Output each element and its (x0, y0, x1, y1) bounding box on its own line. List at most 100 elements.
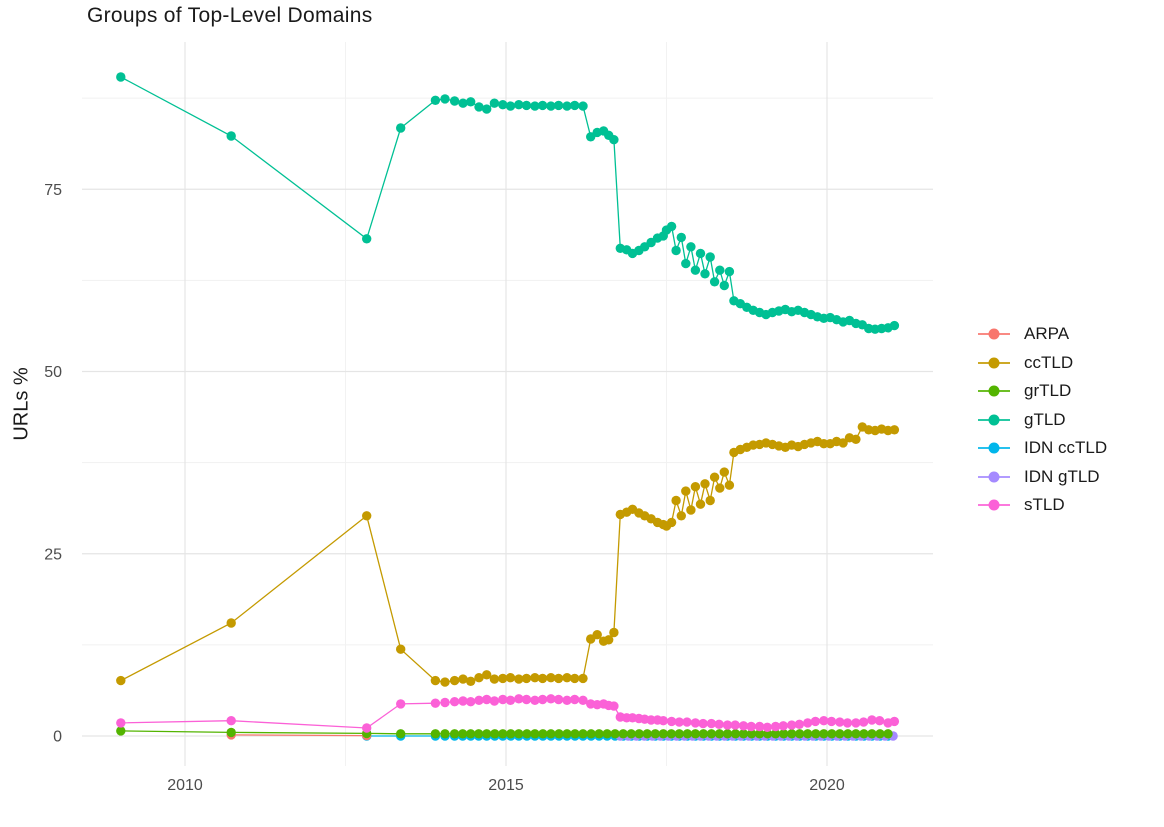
data-point (553, 694, 564, 705)
legend-label: IDN gTLD (1024, 466, 1100, 486)
data-point (705, 495, 715, 506)
data-point (505, 101, 516, 111)
data-point (698, 718, 708, 729)
data-point (715, 483, 725, 493)
data-point (754, 721, 765, 732)
data-point (705, 252, 715, 262)
data-point (489, 674, 500, 684)
data-point (458, 674, 468, 684)
legend-item: gTLD (978, 406, 1107, 435)
data-point (682, 717, 692, 727)
data-point (116, 72, 126, 82)
data-point (604, 635, 614, 645)
legend-key-icon (978, 470, 1010, 484)
data-point (695, 248, 706, 259)
data-point (851, 729, 861, 739)
data-point (430, 729, 441, 739)
data-point (594, 729, 604, 739)
data-point (489, 98, 500, 108)
data-point (586, 729, 596, 739)
data-point (116, 675, 126, 686)
y-tick-label: 75 (44, 182, 62, 199)
legend-key-icon (978, 413, 1010, 427)
data-point (553, 100, 564, 111)
data-point (770, 721, 781, 732)
data-point (859, 729, 869, 739)
data-point (489, 696, 500, 706)
data-point (562, 729, 572, 739)
data-point (762, 722, 772, 732)
x-tick-label: 2010 (167, 777, 203, 794)
data-point (430, 675, 441, 686)
legend-key-icon (978, 356, 1010, 370)
data-point (787, 720, 797, 730)
data-point (706, 729, 717, 739)
data-point (466, 97, 476, 107)
data-point (681, 486, 691, 496)
data-point (690, 265, 701, 275)
x-axis-tick-labels: 2010 2015 2020 (167, 777, 845, 794)
y-tick-label: 0 (53, 729, 62, 746)
data-point (826, 716, 837, 727)
data-point (578, 729, 588, 739)
data-point (505, 673, 516, 683)
data-point (738, 721, 749, 731)
chart-title: Groups of Top-Level Domains (87, 4, 373, 27)
data-point (592, 630, 602, 640)
data-point (562, 673, 572, 683)
data-point (722, 720, 733, 730)
data-point (770, 729, 781, 739)
data-point (709, 277, 720, 287)
y-axis-tick-labels: 0 25 50 75 (44, 182, 62, 746)
data-point (609, 135, 619, 145)
data-point (362, 723, 372, 733)
data-point (778, 721, 788, 731)
data-point (226, 716, 236, 726)
data-point (553, 673, 564, 684)
data-point (458, 696, 468, 706)
data-point (889, 716, 900, 727)
data-point (514, 694, 524, 704)
data-point (482, 694, 492, 705)
legend-label: gTLD (1024, 409, 1066, 429)
data-point (827, 729, 837, 739)
data-point (671, 245, 681, 256)
data-point (440, 94, 450, 104)
data-point (440, 697, 450, 708)
data-point (609, 627, 619, 638)
data-point (546, 694, 556, 704)
data-point (730, 720, 740, 730)
data-point (538, 729, 548, 739)
data-point (116, 718, 126, 728)
data-point (819, 716, 829, 726)
data-point (440, 729, 450, 739)
data-point (474, 102, 484, 112)
data-point (715, 265, 725, 275)
legend-label: grTLD (1024, 381, 1072, 401)
data-point (530, 673, 540, 683)
data-point (226, 131, 236, 141)
data-point (362, 234, 372, 244)
data-point (889, 320, 900, 331)
data-point (724, 480, 735, 490)
data-point (851, 718, 861, 728)
legend-key-icon (978, 441, 1010, 455)
legend-item: IDN ccTLD (978, 434, 1107, 463)
data-point (578, 101, 588, 111)
data-point (642, 729, 652, 739)
data-point (843, 729, 853, 739)
series-grtld (116, 726, 893, 739)
data-point (474, 695, 484, 705)
data-point (676, 511, 686, 521)
data-point (530, 101, 540, 111)
data-point (719, 467, 729, 477)
y-axis-title: URLs % (10, 367, 33, 441)
data-point (889, 425, 900, 435)
data-point (722, 729, 733, 739)
gridlines-major (82, 42, 933, 766)
data-point (570, 100, 580, 111)
data-point (838, 438, 848, 448)
data-point (714, 719, 724, 729)
data-point (498, 100, 508, 110)
y-tick-label: 25 (44, 546, 62, 563)
